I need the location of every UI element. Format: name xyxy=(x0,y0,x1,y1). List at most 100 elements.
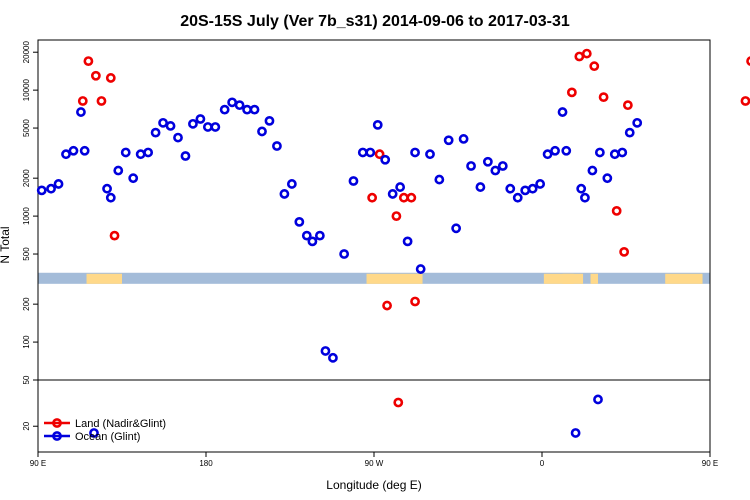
y-tick-label: 200 xyxy=(22,297,31,311)
data-point xyxy=(128,173,139,184)
data-point xyxy=(96,96,107,106)
y-tick-label: 20000 xyxy=(22,41,31,64)
data-point xyxy=(53,179,64,189)
data-point xyxy=(443,135,454,146)
data-point xyxy=(527,183,538,194)
data-point xyxy=(622,100,633,111)
data-point xyxy=(589,61,600,72)
legend-marker xyxy=(52,431,62,441)
data-point xyxy=(89,428,99,438)
data-point xyxy=(475,182,486,192)
x-tick-label: 90 W xyxy=(365,459,384,468)
data-point xyxy=(158,117,168,128)
data-point xyxy=(76,107,86,117)
data-point xyxy=(249,104,260,115)
data-point xyxy=(520,185,531,196)
data-point xyxy=(632,117,643,128)
data-point xyxy=(380,154,391,165)
data-point xyxy=(466,161,476,171)
data-point xyxy=(210,122,221,132)
data-point xyxy=(410,296,420,307)
data-point xyxy=(395,182,406,192)
data-point xyxy=(202,122,213,132)
chart-title: 20S-15S July (Ver 7b_s31) 2014-09-06 to … xyxy=(180,13,570,30)
data-point xyxy=(105,192,116,203)
data-point xyxy=(195,114,206,124)
data-point xyxy=(105,73,116,83)
data-point xyxy=(272,141,282,151)
data-point xyxy=(257,126,267,137)
legend-label: Land (Nadir&Glint) xyxy=(75,418,166,430)
data-point xyxy=(357,147,368,158)
data-point xyxy=(594,147,605,158)
data-point xyxy=(505,183,516,194)
data-point xyxy=(286,179,297,189)
data-point xyxy=(234,100,245,111)
data-point xyxy=(348,176,359,186)
data-point xyxy=(406,192,417,203)
data-point xyxy=(279,189,290,199)
data-point xyxy=(150,127,161,138)
land-strip-segment xyxy=(86,273,122,284)
data-point xyxy=(77,96,88,106)
data-point xyxy=(598,92,609,103)
data-point xyxy=(301,230,312,241)
data-point xyxy=(120,147,131,158)
land-strip-segment xyxy=(366,273,423,284)
y-tick-label: 10000 xyxy=(22,78,31,101)
y-tick-label: 20 xyxy=(22,421,31,430)
plot-border xyxy=(37,39,711,453)
data-point xyxy=(387,189,398,199)
data-point xyxy=(561,145,572,156)
data-point xyxy=(425,149,435,160)
y-tick-label: 5000 xyxy=(22,119,31,137)
data-point xyxy=(294,216,305,227)
data-point xyxy=(391,211,402,222)
data-point xyxy=(624,127,635,138)
data-point xyxy=(619,246,630,257)
data-point xyxy=(113,165,124,176)
data-points xyxy=(36,48,750,438)
plot-frame xyxy=(37,39,711,453)
y-axis-label: N Total xyxy=(0,226,12,263)
data-point xyxy=(587,165,598,176)
data-point xyxy=(264,115,275,126)
data-point xyxy=(570,428,581,438)
y-tick-label: 1000 xyxy=(22,207,31,225)
data-point xyxy=(415,264,426,274)
data-point xyxy=(617,147,628,158)
y-tick-label: 50 xyxy=(22,375,31,384)
data-point xyxy=(410,147,420,158)
x-tick-label: 0 xyxy=(540,459,545,468)
data-point xyxy=(574,51,585,62)
data-point xyxy=(402,236,413,247)
legend-label: Ocean (Glint) xyxy=(75,431,140,443)
axis-ticks: 90 E 180 90 W 0 90 E 20000 10000 5000 2000 1000 50… xyxy=(22,41,718,468)
x-tick-label: 180 xyxy=(199,459,213,468)
data-point xyxy=(372,119,383,130)
data-point xyxy=(68,145,79,156)
data-point xyxy=(580,192,590,203)
data-point xyxy=(219,104,230,115)
data-point xyxy=(314,230,325,241)
y-tick-label: 500 xyxy=(22,247,31,261)
data-point xyxy=(490,165,501,176)
data-point xyxy=(102,183,112,194)
legend: Land (Nadir&Glint)Ocean (Glint) xyxy=(44,418,166,443)
data-point xyxy=(542,149,553,160)
data-point xyxy=(180,151,191,161)
data-point xyxy=(393,397,404,408)
x-tick-label: 90 E xyxy=(30,459,46,468)
y-tick-label: 2000 xyxy=(22,169,31,187)
data-point xyxy=(581,48,592,59)
data-point xyxy=(557,107,568,117)
land-strip-segment xyxy=(665,273,703,284)
data-point xyxy=(611,205,622,216)
data-point xyxy=(83,56,94,66)
data-point xyxy=(382,300,392,311)
data-point xyxy=(188,118,198,129)
data-point xyxy=(227,97,238,108)
data-point xyxy=(576,183,587,194)
data-point xyxy=(482,156,493,167)
